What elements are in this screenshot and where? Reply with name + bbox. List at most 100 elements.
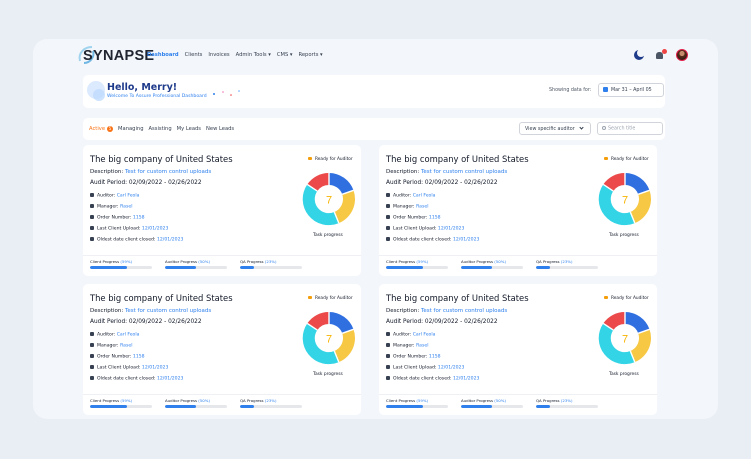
desc-label: Description:: [90, 308, 124, 314]
welcome-banner: Hello, Merry! Welcome To Assure Professi…: [83, 75, 665, 108]
tab-new-leads[interactable]: New Leads: [206, 126, 235, 132]
search-input[interactable]: Search title: [597, 122, 663, 135]
nav-cms[interactable]: CMS ▾: [276, 52, 293, 58]
manager-row: Manager: Rasel: [386, 343, 428, 349]
audit-card[interactable]: The big company of United States Descrip…: [379, 145, 657, 276]
tab-active-label: Active: [89, 126, 106, 132]
card-divider: [83, 394, 361, 395]
oldest-date: 12/01/2023: [452, 376, 480, 382]
user-icon: [386, 332, 390, 336]
order-link[interactable]: 1158: [132, 215, 145, 221]
manager-link[interactable]: Rasel: [416, 343, 429, 349]
qa-progress-fill: [240, 266, 255, 269]
donut-segment-cyan: [598, 184, 635, 226]
order-label: Order Number:: [393, 215, 428, 221]
oldest-closed-row: Oldest date client closed: 12/01/2023: [90, 237, 183, 243]
auditor-progress-track: [165, 266, 227, 269]
desc-value: Test for custom control uploads: [420, 169, 508, 175]
qa-progress-label: QA Progress: [240, 259, 264, 264]
tab-active[interactable]: Active 5: [89, 126, 114, 132]
auditor-progress-track: [165, 405, 227, 408]
oldest-label: Oldest date client closed:: [97, 237, 156, 243]
tab-managing[interactable]: Managing: [118, 126, 144, 132]
status-text: Ready for Auditor: [611, 157, 649, 162]
dark-mode-icon[interactable]: [634, 49, 645, 60]
status-badge: Ready for Auditor: [604, 157, 649, 162]
notification-bell-icon[interactable]: [655, 49, 667, 60]
card-description: Description: Test for custom control upl…: [90, 308, 211, 314]
auditor-progress-pct: (50%): [494, 398, 506, 403]
order-link[interactable]: 1158: [132, 354, 145, 360]
desc-label: Description:: [386, 308, 420, 314]
auditor-label: Auditor:: [393, 193, 412, 199]
qa-progress-pct: (23%): [264, 259, 277, 264]
card-divider: [83, 255, 361, 256]
order-link[interactable]: 1158: [428, 354, 441, 360]
auditor-link[interactable]: Carl Feola: [116, 332, 140, 338]
nav-reports[interactable]: Reports ▾: [298, 52, 323, 58]
client-progress: Client Progress (59%): [386, 398, 448, 408]
donut-segment-red: [307, 311, 329, 331]
card-title[interactable]: The big company of United States: [386, 293, 529, 303]
qa-progress-label: QA Progress: [536, 398, 560, 403]
manager-row: Manager: Rasel: [90, 204, 132, 210]
last-upload-row: Last Client Upload: 12/01/2023: [386, 226, 464, 232]
chevron-down-icon: [579, 125, 584, 130]
qa-progress-track: [536, 405, 598, 408]
donut-segment-blue: [625, 312, 650, 334]
tab-assisting[interactable]: Assisting: [148, 126, 172, 132]
brand-logo[interactable]: SYNAPSE: [83, 48, 155, 64]
date-range-picker[interactable]: Mar 31 – April 05: [598, 83, 664, 97]
audit-card[interactable]: The big company of United States Descrip…: [379, 284, 657, 415]
nav-clients[interactable]: Clients: [184, 52, 203, 58]
order-row: Order Number: 1158: [90, 354, 145, 360]
audit-card[interactable]: The big company of United States Descrip…: [83, 284, 361, 415]
card-description: Description: Test for custom control upl…: [90, 169, 211, 175]
manager-link[interactable]: Rasel: [416, 204, 429, 210]
lead-tabs: Active 5 Managing Assisting My Leads New …: [89, 126, 234, 132]
user-icon: [90, 332, 94, 336]
order-link[interactable]: 1158: [428, 215, 441, 221]
client-progress-fill: [386, 405, 423, 408]
card-title[interactable]: The big company of United States: [90, 154, 233, 164]
upload-label: Last Client Upload:: [393, 226, 437, 232]
auditor-progress-label: Auditor Progress: [165, 398, 198, 403]
task-progress-label: Task progress: [609, 233, 639, 238]
tab-my-leads[interactable]: My Leads: [176, 126, 201, 132]
calendar-icon: [386, 376, 390, 380]
task-count: 7: [326, 334, 332, 346]
main-nav: Dashboard Clients Invoices Admin Tools ▾…: [147, 52, 323, 58]
auditor-link[interactable]: Carl Feola: [412, 332, 436, 338]
auditor-link[interactable]: Carl Feola: [116, 193, 140, 199]
manager-link[interactable]: Rasel: [120, 343, 133, 349]
auditor-link[interactable]: Carl Feola: [412, 193, 436, 199]
active-count-badge: 5: [107, 126, 114, 132]
status-text: Ready for Auditor: [611, 296, 649, 301]
manager-link[interactable]: Rasel: [120, 204, 133, 210]
qa-progress: QA Progress (23%): [536, 259, 598, 269]
qa-progress-track: [240, 266, 302, 269]
desc-label: Description:: [90, 169, 124, 175]
donut-segment-red: [603, 311, 625, 331]
auditor-row: Auditor: Carl Feola: [90, 193, 139, 199]
nav-dashboard[interactable]: Dashboard: [147, 52, 179, 58]
audit-period: Audit Period: 02/09/2022 - 02/26/2022: [90, 319, 202, 325]
desc-label: Description:: [386, 169, 420, 175]
task-progress-donut: 7: [302, 311, 356, 365]
desc-value: Test for custom control uploads: [420, 308, 508, 314]
qa-progress-pct: (23%): [264, 398, 277, 403]
donut-segment-cyan: [302, 184, 339, 226]
auditor-select[interactable]: View specific auditor: [519, 122, 591, 135]
nav-admin-tools[interactable]: Admin Tools ▾: [235, 52, 271, 58]
audit-card[interactable]: The big company of United States Descrip…: [83, 145, 361, 276]
task-progress-donut: 7: [302, 172, 356, 226]
card-description: Description: Test for custom control upl…: [386, 308, 507, 314]
calendar-icon: [90, 365, 94, 369]
card-title[interactable]: The big company of United States: [386, 154, 529, 164]
status-flag-icon: [308, 157, 312, 160]
receipt-icon: [386, 354, 390, 358]
oldest-closed-row: Oldest date client closed: 12/01/2023: [90, 376, 183, 382]
card-title[interactable]: The big company of United States: [90, 293, 233, 303]
nav-invoices[interactable]: Invoices: [208, 52, 230, 58]
user-avatar[interactable]: [676, 49, 688, 61]
